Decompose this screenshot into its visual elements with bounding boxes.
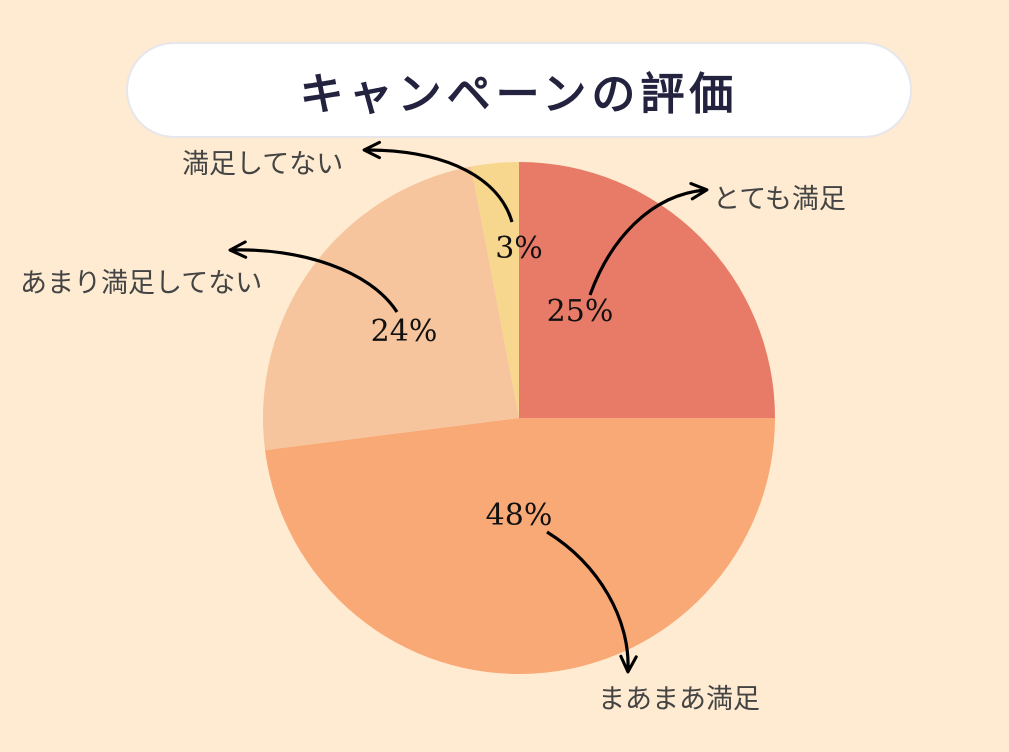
arrow-not-very-satisfied: [228, 240, 399, 313]
pct-label-not-satisfied: 3%: [495, 231, 543, 266]
slice-very-satisfied: [519, 162, 775, 418]
slice-not-satisfied: [471, 162, 519, 418]
pie-slices: [263, 162, 775, 675]
arrow-not-satisfied: [362, 140, 514, 223]
title-banner: キャンペーンの評価: [126, 42, 912, 138]
slice-not-very-satisfied: [263, 166, 519, 451]
pct-label-not-very-satisfied: 24%: [371, 314, 438, 349]
arrow-somewhat-satisfied: [546, 530, 638, 674]
slice-somewhat-satisfied: [265, 418, 775, 675]
category-label-not-very-satisfied: あまり満足してない: [20, 268, 262, 299]
pct-label-very-satisfied: 25%: [547, 294, 614, 329]
category-label-very-satisfied: とても満足: [713, 184, 846, 215]
chart-title: キャンペーンの評価: [299, 69, 739, 120]
callout-arrows: [228, 140, 709, 674]
category-labels: とても満足 まあまあ満足 あまり満足してない 満足してない: [20, 149, 846, 715]
category-label-somewhat-satisfied: まあまあ満足: [598, 684, 760, 715]
percent-labels: 25% 48% 24% 3%: [371, 231, 614, 533]
category-label-not-satisfied: 満足してない: [182, 149, 343, 180]
arrow-very-satisfied: [588, 182, 709, 296]
pct-label-somewhat-satisfied: 48%: [486, 498, 553, 533]
